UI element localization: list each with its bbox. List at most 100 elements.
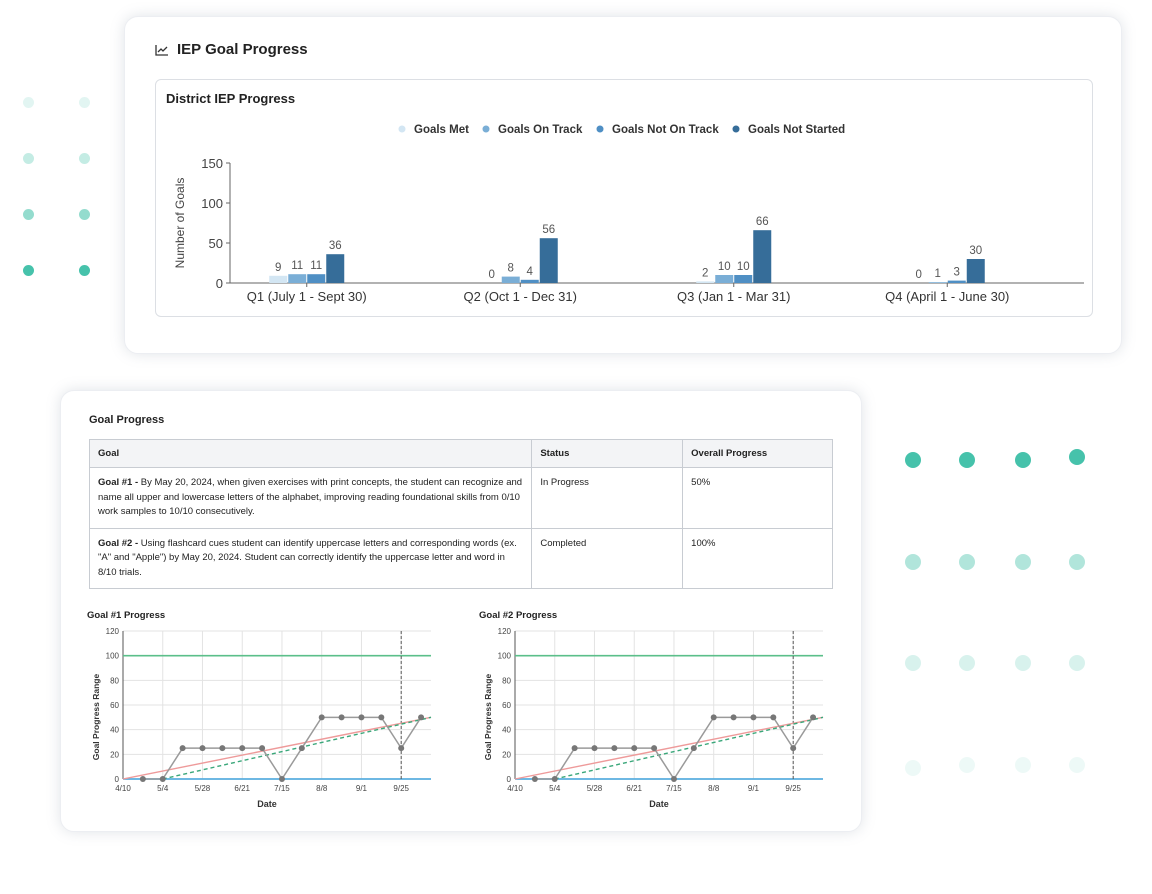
bar [928,282,947,283]
chart-title: Goal #2 Progress [479,610,557,621]
decor-dot [1015,554,1031,570]
x-tick-label: 5/4 [549,784,561,793]
data-point [139,776,146,782]
goal-label: Goal #1 - [98,477,139,488]
progress-cell: 50% [682,467,833,529]
y-tick-label: 0 [115,775,120,784]
y-tick-label: 120 [106,627,120,636]
x-tick-label: 8/8 [708,784,720,793]
data-point [810,714,817,721]
bar [539,238,558,283]
data-point [358,714,365,721]
data-point [159,776,166,782]
x-tick-label: Q4 (April 1 - June 30) [885,289,1009,304]
progress-cell: 100% [682,527,833,589]
goal-progress-title: Goal Progress [89,414,165,426]
goal-cell: Goal #1 - By May 20, 2024, when given ex… [88,467,533,529]
goal-text: By May 20, 2024, when given exercises wi… [98,477,523,517]
legend-swatch [482,125,490,133]
x-tick-label: 5/4 [157,784,169,793]
x-tick-label: 6/21 [626,784,642,793]
table-row: Goal #2 - Using flashcard cues student c… [88,527,833,589]
x-tick-label: Q2 (Oct 1 - Dec 31) [464,289,577,304]
bar-value-label: 4 [527,266,534,278]
x-axis-title: Date [649,799,669,809]
y-tick-label: 150 [201,156,223,171]
bar-value-label: 10 [718,261,731,273]
legend-swatch [732,125,740,133]
bar-value-label: 3 [954,267,960,279]
x-tick-label: 5/28 [587,784,603,793]
decor-dot [79,209,90,220]
bar [520,279,539,283]
col-header-goal: Goal [88,439,533,468]
y-tick-label: 0 [216,276,223,291]
decor-dot [1069,554,1085,570]
col-header-status: Status [531,439,684,468]
bar-value-label: 9 [275,262,281,274]
bar [326,254,345,283]
legend-label: Goals Not On Track [612,124,719,136]
y-tick-label: 80 [110,676,119,685]
y-tick-label: 120 [498,627,512,636]
goals-table: Goal Status Overall Progress Goal #1 - B… [88,439,833,589]
data-point [690,745,697,752]
bar [734,275,753,283]
status-cell: In Progress [531,467,684,529]
decor-dot [23,97,34,108]
bar [753,230,772,283]
y-axis-title: Number of Goals [173,178,187,269]
data-point [790,745,797,752]
y-axis-title: Goal Progress Range [91,674,101,761]
y-tick-label: 20 [110,750,119,759]
legend-swatch [398,125,406,133]
data-point [199,745,206,752]
x-tick-label: 7/15 [274,784,290,793]
data-point [730,714,737,721]
col-header-progress: Overall Progress [682,439,833,468]
bar-value-label: 11 [310,260,322,272]
decor-dot [23,209,34,220]
bar-value-label: 36 [329,240,342,252]
x-tick-label: 4/10 [507,784,523,793]
bar [715,275,734,283]
y-tick-label: 100 [201,196,223,211]
x-tick-label: 9/25 [393,784,409,793]
y-tick-label: 100 [498,652,512,661]
decor-dot [1015,452,1031,468]
data-point [239,745,246,752]
y-tick-label: 60 [502,701,511,710]
data-point [591,745,598,752]
bar [947,280,966,283]
bar-value-label: 0 [489,269,495,281]
district-chart-title: District IEP Progress [166,91,296,106]
data-point [571,745,578,752]
bar-value-label: 66 [756,216,769,228]
decor-dot [79,265,90,276]
decor-dot [1069,757,1085,773]
bar [269,275,288,283]
card-title: IEP Goal Progress [155,41,308,58]
x-tick-label: 9/1 [748,784,760,793]
decor-dot [1015,655,1031,671]
decor-dot [1069,655,1085,671]
data-point [418,714,425,721]
decor-dot [79,153,90,164]
data-point [611,745,618,752]
goal-1-progress-chart: Goal #1 Progress 0 20 40 60 80 100 120 4/10 5/4 5/… [87,610,432,809]
goal-cell: Goal #2 - Using flashcard cues student c… [88,527,533,589]
decor-dot [23,265,34,276]
data-point [219,745,226,752]
decor-dot [959,655,975,671]
data-point [398,745,405,752]
decor-dot [959,554,975,570]
bar-value-label: 2 [702,267,708,279]
decor-dot [905,452,921,468]
data-point [670,776,677,782]
x-tick-label: 4/10 [115,784,131,793]
bar-value-label: 0 [916,269,922,281]
decor-dot [905,554,921,570]
chart-title: Goal #1 Progress [87,610,165,621]
aim-line [162,716,432,780]
x-tick-label: Q1 (July 1 - Sept 30) [247,289,367,304]
